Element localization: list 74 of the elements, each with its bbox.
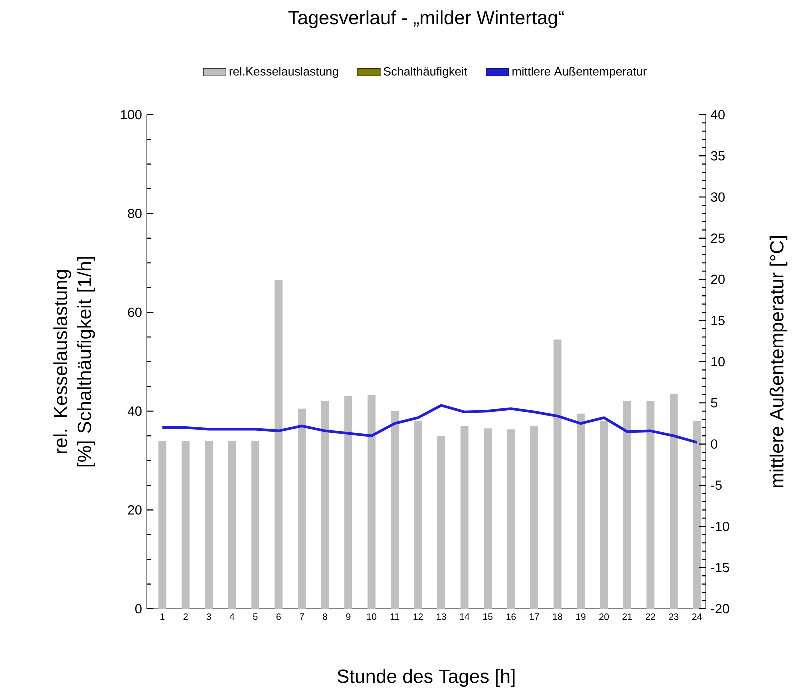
bar bbox=[554, 340, 562, 609]
y2-tick-label: -10 bbox=[711, 522, 730, 532]
y-tick-label: 60 bbox=[128, 308, 142, 318]
bar bbox=[530, 426, 538, 609]
x-tick-label: 3 bbox=[206, 613, 212, 620]
x-tick-label: 12 bbox=[414, 613, 423, 620]
y-tick-label: 40 bbox=[128, 406, 142, 416]
x-tick-label: 14 bbox=[460, 613, 470, 620]
chart-title: Tagesverlauf - „milder Wintertag“ bbox=[288, 10, 564, 28]
y2-tick-label: 20 bbox=[711, 274, 725, 284]
y2-tick-label: 5 bbox=[711, 398, 718, 408]
y2-tick-label: 30 bbox=[711, 192, 725, 202]
bar bbox=[368, 394, 376, 609]
bar bbox=[460, 426, 469, 609]
bar bbox=[205, 440, 214, 609]
x-tick-label: 21 bbox=[622, 613, 632, 620]
bar bbox=[484, 428, 492, 609]
x-tick-label: 15 bbox=[484, 613, 493, 620]
y2-tick-label: -15 bbox=[711, 562, 730, 572]
bar bbox=[274, 280, 283, 609]
x-axis-title: Stunde des Tages [h] bbox=[338, 669, 515, 687]
bar bbox=[670, 394, 678, 609]
bar bbox=[414, 421, 422, 609]
bar bbox=[298, 408, 306, 609]
y2-tick-label: 15 bbox=[712, 316, 725, 326]
y2-tick-label: -5 bbox=[711, 480, 722, 490]
legend-label: Schalthäufigkeit bbox=[384, 66, 468, 78]
x-tick-label: 11 bbox=[390, 613, 400, 620]
x-tick-label: 20 bbox=[600, 613, 610, 620]
legend-label: rel.Kesselauslastung bbox=[230, 66, 338, 78]
x-tick-label: 13 bbox=[437, 613, 446, 620]
bar bbox=[646, 401, 655, 609]
y-tick-label: 20 bbox=[128, 505, 142, 515]
y-tick-label: 0 bbox=[136, 604, 142, 614]
bar bbox=[623, 401, 632, 609]
x-tick-label: 2 bbox=[184, 613, 188, 620]
x-tick-label: 18 bbox=[553, 613, 562, 620]
x-tick-label: 6 bbox=[276, 613, 281, 620]
x-tick-label: 4 bbox=[230, 613, 235, 620]
bar bbox=[344, 396, 353, 609]
x-tick-label: 24 bbox=[692, 613, 702, 620]
x-tick-label: 7 bbox=[300, 613, 304, 620]
x-tick-label: 1 bbox=[160, 613, 165, 620]
x-tick-label: 5 bbox=[253, 613, 258, 620]
y2-axis-title: mittlere Außentemperatur [°C] bbox=[770, 236, 788, 488]
x-tick-label: 16 bbox=[506, 613, 516, 620]
bar bbox=[182, 440, 190, 609]
bar bbox=[321, 401, 330, 609]
bar bbox=[600, 421, 608, 609]
bar bbox=[693, 421, 702, 609]
x-tick-label: 19 bbox=[576, 613, 586, 620]
x-tick-label: 22 bbox=[646, 613, 656, 620]
legend-label: mittlere Außentemperatur bbox=[512, 66, 647, 78]
x-tick-label: 8 bbox=[323, 613, 328, 620]
y2-tick-label: 10 bbox=[712, 357, 725, 366]
bar bbox=[228, 440, 236, 609]
bar bbox=[391, 411, 400, 609]
x-tick-label: 23 bbox=[669, 613, 679, 620]
bar bbox=[577, 414, 585, 609]
bar bbox=[507, 429, 516, 609]
bar bbox=[438, 436, 446, 609]
y2-tick-label: 35 bbox=[711, 151, 725, 161]
y2-tick-label: 25 bbox=[711, 234, 725, 243]
y-axis-title: rel. Kesselauslastung [%] Schalthäufigkeit [1/h] bbox=[54, 257, 96, 466]
x-tick-label: 10 bbox=[367, 613, 377, 620]
y2-tick-label: 40 bbox=[711, 110, 725, 120]
y-tick-label: 100 bbox=[121, 110, 142, 120]
y2-tick-label: -20 bbox=[711, 604, 730, 614]
x-tick-label: 9 bbox=[346, 613, 351, 620]
x-tick-label: 17 bbox=[530, 613, 540, 620]
y-tick-label: 80 bbox=[128, 208, 142, 218]
y2-tick-label: 0 bbox=[711, 439, 718, 449]
bar bbox=[252, 440, 260, 609]
bar bbox=[158, 440, 167, 609]
